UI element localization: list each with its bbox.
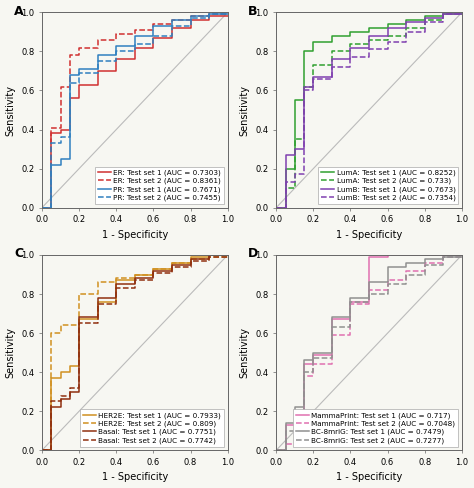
Y-axis label: Sensitivity: Sensitivity [6,84,16,136]
Text: B: B [248,4,258,18]
Legend: ER: Test set 1 (AUC = 0.7303), ER: Test set 2 (AUC = 0.8361), PR: Test set 1 (AU: ER: Test set 1 (AUC = 0.7303), ER: Test … [95,166,224,204]
Text: A: A [14,4,24,18]
X-axis label: 1 - Specificity: 1 - Specificity [336,472,402,483]
Y-axis label: Sensitivity: Sensitivity [6,327,16,378]
Legend: HER2E: Test set 1 (AUC = 0.7933), HER2E: Test set 2 (AUC = 0.809), Basal: Test s: HER2E: Test set 1 (AUC = 0.7933), HER2E:… [81,409,224,447]
Legend: LumA: Test set 1 (AUC = 0.8252), LumA: Test set 2 (AUC = 0.733), LumB: Test set : LumA: Test set 1 (AUC = 0.8252), LumA: T… [319,166,458,204]
X-axis label: 1 - Specificity: 1 - Specificity [102,230,168,240]
Text: C: C [14,247,23,260]
Legend: MammaPrint: Test set 1 (AUC = 0.717), MammaPrint: Test set 2 (AUC = 0.7048), BC-: MammaPrint: Test set 1 (AUC = 0.717), Ma… [293,409,458,447]
X-axis label: 1 - Specificity: 1 - Specificity [336,230,402,240]
Y-axis label: Sensitivity: Sensitivity [240,327,250,378]
Y-axis label: Sensitivity: Sensitivity [240,84,250,136]
Text: D: D [248,247,259,260]
X-axis label: 1 - Specificity: 1 - Specificity [102,472,168,483]
